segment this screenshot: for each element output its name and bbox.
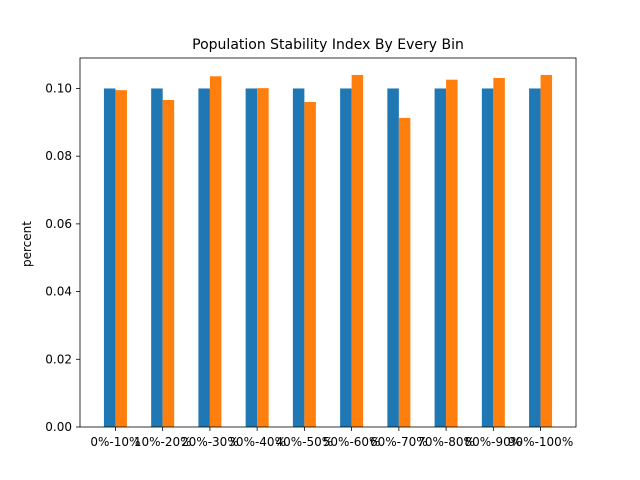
bar-series-2-9: [540, 74, 553, 427]
bar-series-1-9: [529, 88, 541, 427]
bar-series-1-3: [245, 88, 258, 427]
y-axis-label: percent: [20, 221, 34, 267]
bar-series-2-7: [446, 79, 458, 428]
bar-series-2-3: [257, 88, 269, 427]
x-tick-label: 30%-40%: [228, 435, 286, 449]
bar-series-2-1: [162, 99, 175, 428]
y-tick-label: 0.00: [45, 420, 72, 434]
bar-series-2-6: [398, 117, 411, 428]
bar-series-1-5: [340, 88, 352, 427]
x-tick-label: 80%-90%: [464, 435, 522, 449]
bars-layer: [103, 74, 553, 428]
y-tick-label: 0.02: [45, 352, 72, 366]
bar-series-2-0: [115, 90, 127, 427]
x-tick-label: 90%-100%: [508, 435, 573, 449]
y-tick-label: 0.08: [45, 149, 72, 163]
bar-series-1-8: [481, 88, 494, 427]
plot-frame: [79, 57, 577, 428]
x-tick-label: 60%-70%: [370, 435, 428, 449]
y-tick-label: 0.10: [45, 81, 72, 95]
bar-series-1-4: [292, 88, 305, 427]
x-tick-label: 20%-30%: [181, 435, 239, 449]
bar-series-1-6: [387, 88, 399, 427]
y-tick-label: 0.06: [45, 217, 72, 231]
x-tick-label: 70%-80%: [417, 435, 475, 449]
bar-series-2-2: [209, 76, 222, 427]
x-tick-label: 50%-60%: [323, 435, 381, 449]
bar-series-2-4: [304, 102, 316, 428]
bar-series-2-8: [493, 77, 505, 428]
x-tick-label: 10%-20%: [134, 435, 192, 449]
chart-title: Population Stability Index By Every Bin: [192, 37, 464, 53]
bar-series-1-7: [434, 88, 447, 427]
axes-layer: 0%-10%10%-20%20%-30%30%-40%40%-50%50%-60…: [45, 57, 577, 449]
x-tick-label: 40%-50%: [276, 435, 334, 449]
y-tick-label: 0.04: [45, 285, 72, 299]
x-tick-label: 0%-10%: [90, 435, 140, 449]
bar-series-1-1: [151, 88, 163, 427]
bar-series-2-5: [351, 74, 364, 427]
bar-series-1-0: [103, 88, 116, 427]
bar-series-1-2: [198, 88, 210, 427]
